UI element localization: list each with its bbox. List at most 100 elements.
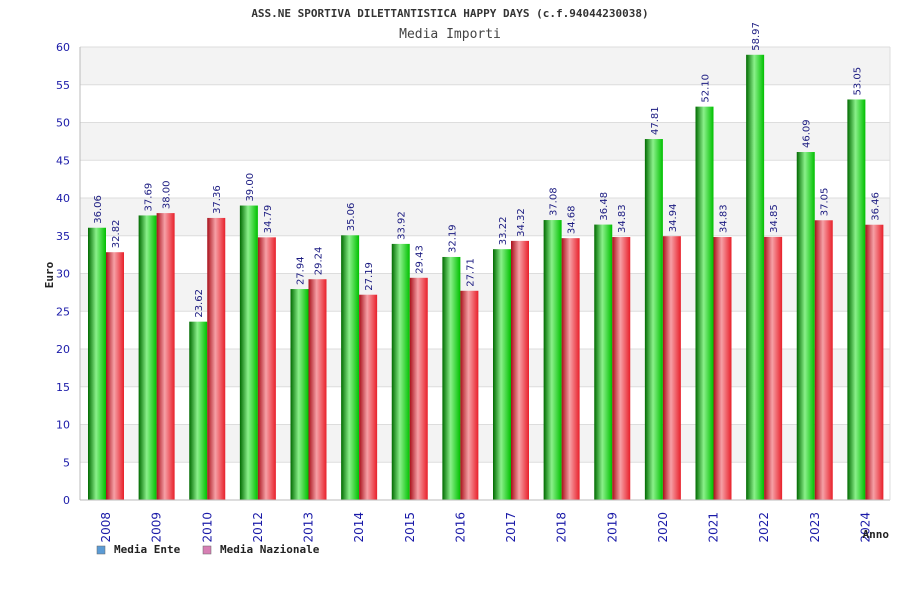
y-tick-label: 45 [56, 154, 70, 167]
data-label: 27.19 [364, 262, 375, 291]
data-label: 39.00 [245, 173, 256, 202]
x-tick-label: 2014 [352, 512, 366, 543]
bar-ente [189, 321, 208, 500]
bar-nazionale [662, 236, 681, 500]
x-tick-label: 2012 [251, 512, 265, 543]
bar-ente [796, 152, 815, 500]
data-label: 32.19 [447, 224, 458, 253]
data-label: 36.46 [870, 192, 881, 221]
x-axis-label: Anno [863, 528, 890, 541]
bar-ente [644, 139, 663, 501]
y-tick-label: 30 [56, 268, 70, 281]
bar-ente [594, 224, 613, 501]
data-label: 52.10 [701, 74, 712, 103]
legend-label: Media Ente [114, 543, 181, 556]
x-tick-label: 2021 [707, 512, 721, 543]
bar-nazionale [460, 290, 479, 500]
legend: Media Ente Media Nazionale [96, 543, 320, 556]
data-label: 37.08 [549, 187, 560, 216]
bar-ente [290, 289, 309, 500]
plot-band [80, 122, 890, 161]
data-label: 38.00 [162, 180, 173, 209]
bar-nazionale [409, 277, 428, 500]
bar-nazionale [865, 224, 884, 501]
bar-nazionale [814, 220, 833, 500]
bar-ente [543, 220, 562, 500]
x-tick-label: 2013 [302, 512, 316, 543]
data-label: 33.22 [498, 217, 509, 246]
y-tick-label: 50 [56, 117, 70, 130]
y-axis-label: Euro [43, 261, 56, 288]
bar-ente [442, 256, 461, 500]
y-tick-label: 35 [56, 230, 70, 243]
data-label: 36.48 [599, 192, 610, 221]
bar-nazionale [156, 213, 175, 500]
x-tick-label: 2024 [858, 512, 872, 543]
x-tick-label: 2020 [656, 512, 670, 543]
data-label: 34.94 [668, 204, 679, 233]
x-tick-label: 2010 [200, 512, 214, 543]
y-tick-label: 55 [56, 79, 70, 92]
bar-nazionale [561, 238, 580, 500]
bar-nazionale [106, 252, 124, 500]
x-tick-label: 2023 [808, 512, 822, 543]
data-label: 34.32 [516, 208, 527, 237]
bar-ente [695, 106, 714, 501]
data-label: 37.69 [144, 183, 155, 212]
bar-ente [391, 243, 410, 501]
bar-nazionale [612, 237, 631, 500]
y-tick-label: 0 [63, 494, 70, 507]
bar-nazionale [359, 294, 378, 500]
data-label: 34.83 [719, 204, 730, 233]
chart-title: ASS.NE SPORTIVA DILETTANTISTICA HAPPY DA… [251, 7, 648, 20]
plot-band [80, 160, 890, 198]
chart-subtitle: Media Importi [399, 27, 501, 42]
bar-nazionale [713, 237, 732, 500]
bar-ente [746, 54, 765, 501]
y-tick-label: 15 [56, 381, 70, 394]
data-label: 58.97 [751, 22, 762, 51]
plot-band [80, 84, 890, 123]
x-tick-label: 2019 [605, 512, 619, 543]
y-tick-label: 40 [56, 192, 70, 205]
data-label: 53.05 [852, 67, 863, 96]
y-tick-label: 60 [56, 41, 70, 54]
data-label: 35.06 [346, 203, 357, 232]
x-tick-label: 2016 [453, 512, 467, 543]
data-label: 34.83 [617, 204, 628, 233]
bar-ente [847, 99, 866, 500]
bar-nazionale [511, 240, 529, 500]
y-tick-label: 5 [63, 456, 70, 469]
legend-swatch [202, 545, 212, 555]
y-tick-label: 20 [56, 343, 70, 356]
data-label: 29.24 [314, 247, 325, 276]
legend-label: Media Nazionale [220, 543, 320, 556]
bar-ente [88, 227, 106, 500]
data-label: 37.36 [212, 185, 223, 214]
plot-band [80, 47, 890, 85]
bar-nazionale [207, 217, 226, 500]
bar-ente [138, 215, 157, 501]
x-tick-label: 2008 [99, 512, 113, 543]
data-label: 47.81 [650, 106, 661, 135]
data-label: 23.62 [194, 289, 205, 318]
data-label: 32.82 [111, 220, 122, 249]
legend-swatch [96, 545, 106, 555]
data-label: 29.43 [415, 245, 426, 274]
x-tick-label: 2022 [757, 512, 771, 543]
x-tick-label: 2015 [403, 512, 417, 543]
data-label: 34.85 [769, 204, 780, 233]
x-tick-label: 2018 [555, 512, 569, 543]
data-label: 46.09 [802, 119, 813, 148]
bar-nazionale [308, 279, 327, 500]
bar-ente [341, 235, 360, 500]
data-label: 27.94 [296, 256, 307, 285]
data-label: 36.06 [93, 195, 104, 224]
data-label: 27.71 [465, 258, 476, 287]
bar-nazionale [257, 237, 276, 500]
x-tick-label: 2009 [150, 512, 164, 543]
data-label: 34.79 [263, 205, 274, 234]
x-tick-label: 2017 [504, 512, 518, 543]
